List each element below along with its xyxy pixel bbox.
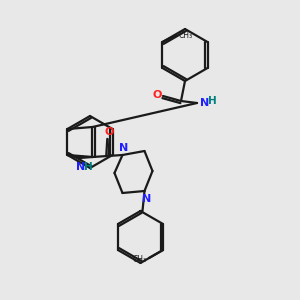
Text: CH₃: CH₃: [133, 254, 147, 263]
Text: N: N: [76, 162, 85, 172]
Text: N: N: [119, 143, 128, 153]
Text: O: O: [152, 90, 162, 100]
Text: N: N: [200, 98, 209, 108]
Text: H: H: [84, 162, 93, 172]
Text: H: H: [208, 96, 217, 106]
Text: N: N: [142, 194, 151, 204]
Text: O: O: [105, 127, 114, 137]
Text: CH₃: CH₃: [178, 31, 193, 40]
